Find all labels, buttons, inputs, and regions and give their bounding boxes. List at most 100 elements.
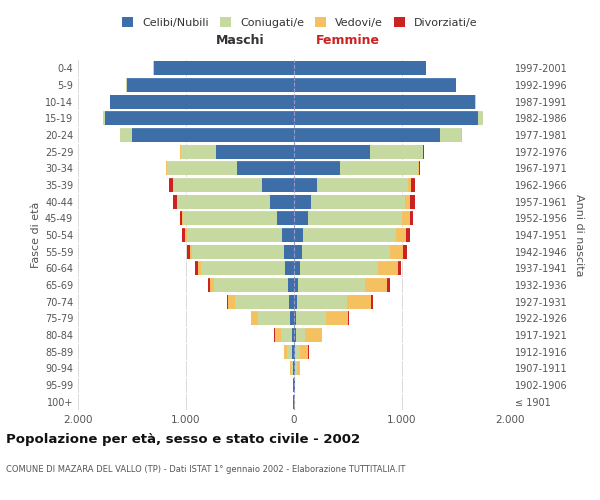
Bar [294,194,311,209]
Text: Popolazione per età, sesso e stato civile - 2002: Popolazione per età, sesso e stato civil… [6,432,360,446]
Bar [294,244,302,259]
Bar [293,361,294,376]
Bar [195,261,198,276]
Bar [294,344,295,359]
Bar [296,361,300,376]
Bar [317,178,409,192]
Bar [110,94,294,109]
Bar [301,261,378,276]
Bar [294,162,340,175]
Bar [294,328,296,342]
Bar [405,194,410,209]
Bar [311,194,405,209]
Bar [187,244,190,259]
Bar [299,344,308,359]
Bar [308,211,402,226]
Bar [365,278,387,292]
Bar [297,294,347,308]
Bar [193,244,284,259]
Bar [183,211,277,226]
Bar [302,228,395,242]
Bar [419,162,421,175]
Bar [371,294,373,308]
Bar [287,344,292,359]
Bar [291,361,293,376]
Bar [347,294,371,308]
Bar [270,194,294,209]
Bar [294,178,317,192]
Bar [294,128,440,142]
Bar [167,162,237,175]
Bar [216,144,294,159]
Bar [294,112,478,126]
Bar [292,328,294,342]
Bar [190,244,193,259]
Bar [185,228,187,242]
Bar [294,62,426,76]
Bar [340,162,418,175]
Bar [302,244,390,259]
Bar [294,294,297,308]
Bar [294,361,295,376]
Bar [298,278,365,292]
Bar [294,78,456,92]
Bar [179,211,182,226]
Bar [275,328,281,342]
Bar [281,328,292,342]
Bar [326,311,348,326]
Bar [286,261,294,276]
Bar [294,278,298,292]
Bar [103,112,105,126]
Bar [227,294,228,308]
Bar [282,228,294,242]
Bar [181,144,216,159]
Bar [294,311,296,326]
Bar [398,261,401,276]
Bar [305,328,322,342]
Bar [262,178,294,192]
Bar [418,162,419,175]
Bar [178,194,270,209]
Bar [187,228,282,242]
Bar [440,128,461,142]
Bar [154,62,294,76]
Bar [173,194,177,209]
Bar [403,244,407,259]
Bar [294,211,308,226]
Bar [290,361,291,376]
Bar [287,278,294,292]
Y-axis label: Anni di nascita: Anni di nascita [574,194,584,276]
Bar [395,228,406,242]
Bar [390,244,403,259]
Bar [228,294,235,308]
Bar [292,344,294,359]
Bar [169,178,173,192]
Bar [370,144,422,159]
Bar [132,128,294,142]
Bar [290,311,294,326]
Bar [295,361,296,376]
Bar [402,211,410,226]
Text: Femmine: Femmine [316,34,380,46]
Bar [294,144,370,159]
Bar [410,211,413,226]
Bar [237,162,294,175]
Bar [235,294,289,308]
Bar [284,344,287,359]
Bar [296,311,326,326]
Bar [208,278,210,292]
Text: COMUNE DI MAZARA DEL VALLO (TP) - Dati ISTAT 1° gennaio 2002 - Elaborazione TUTT: COMUNE DI MAZARA DEL VALLO (TP) - Dati I… [6,466,406,474]
Bar [201,261,286,276]
Bar [478,112,483,126]
Bar [277,211,294,226]
Bar [296,328,305,342]
Bar [410,178,415,192]
Bar [198,261,201,276]
Bar [127,78,294,92]
Bar [294,261,301,276]
Y-axis label: Fasce di età: Fasce di età [31,202,41,268]
Bar [284,244,294,259]
Bar [258,311,290,326]
Bar [182,211,183,226]
Bar [410,194,415,209]
